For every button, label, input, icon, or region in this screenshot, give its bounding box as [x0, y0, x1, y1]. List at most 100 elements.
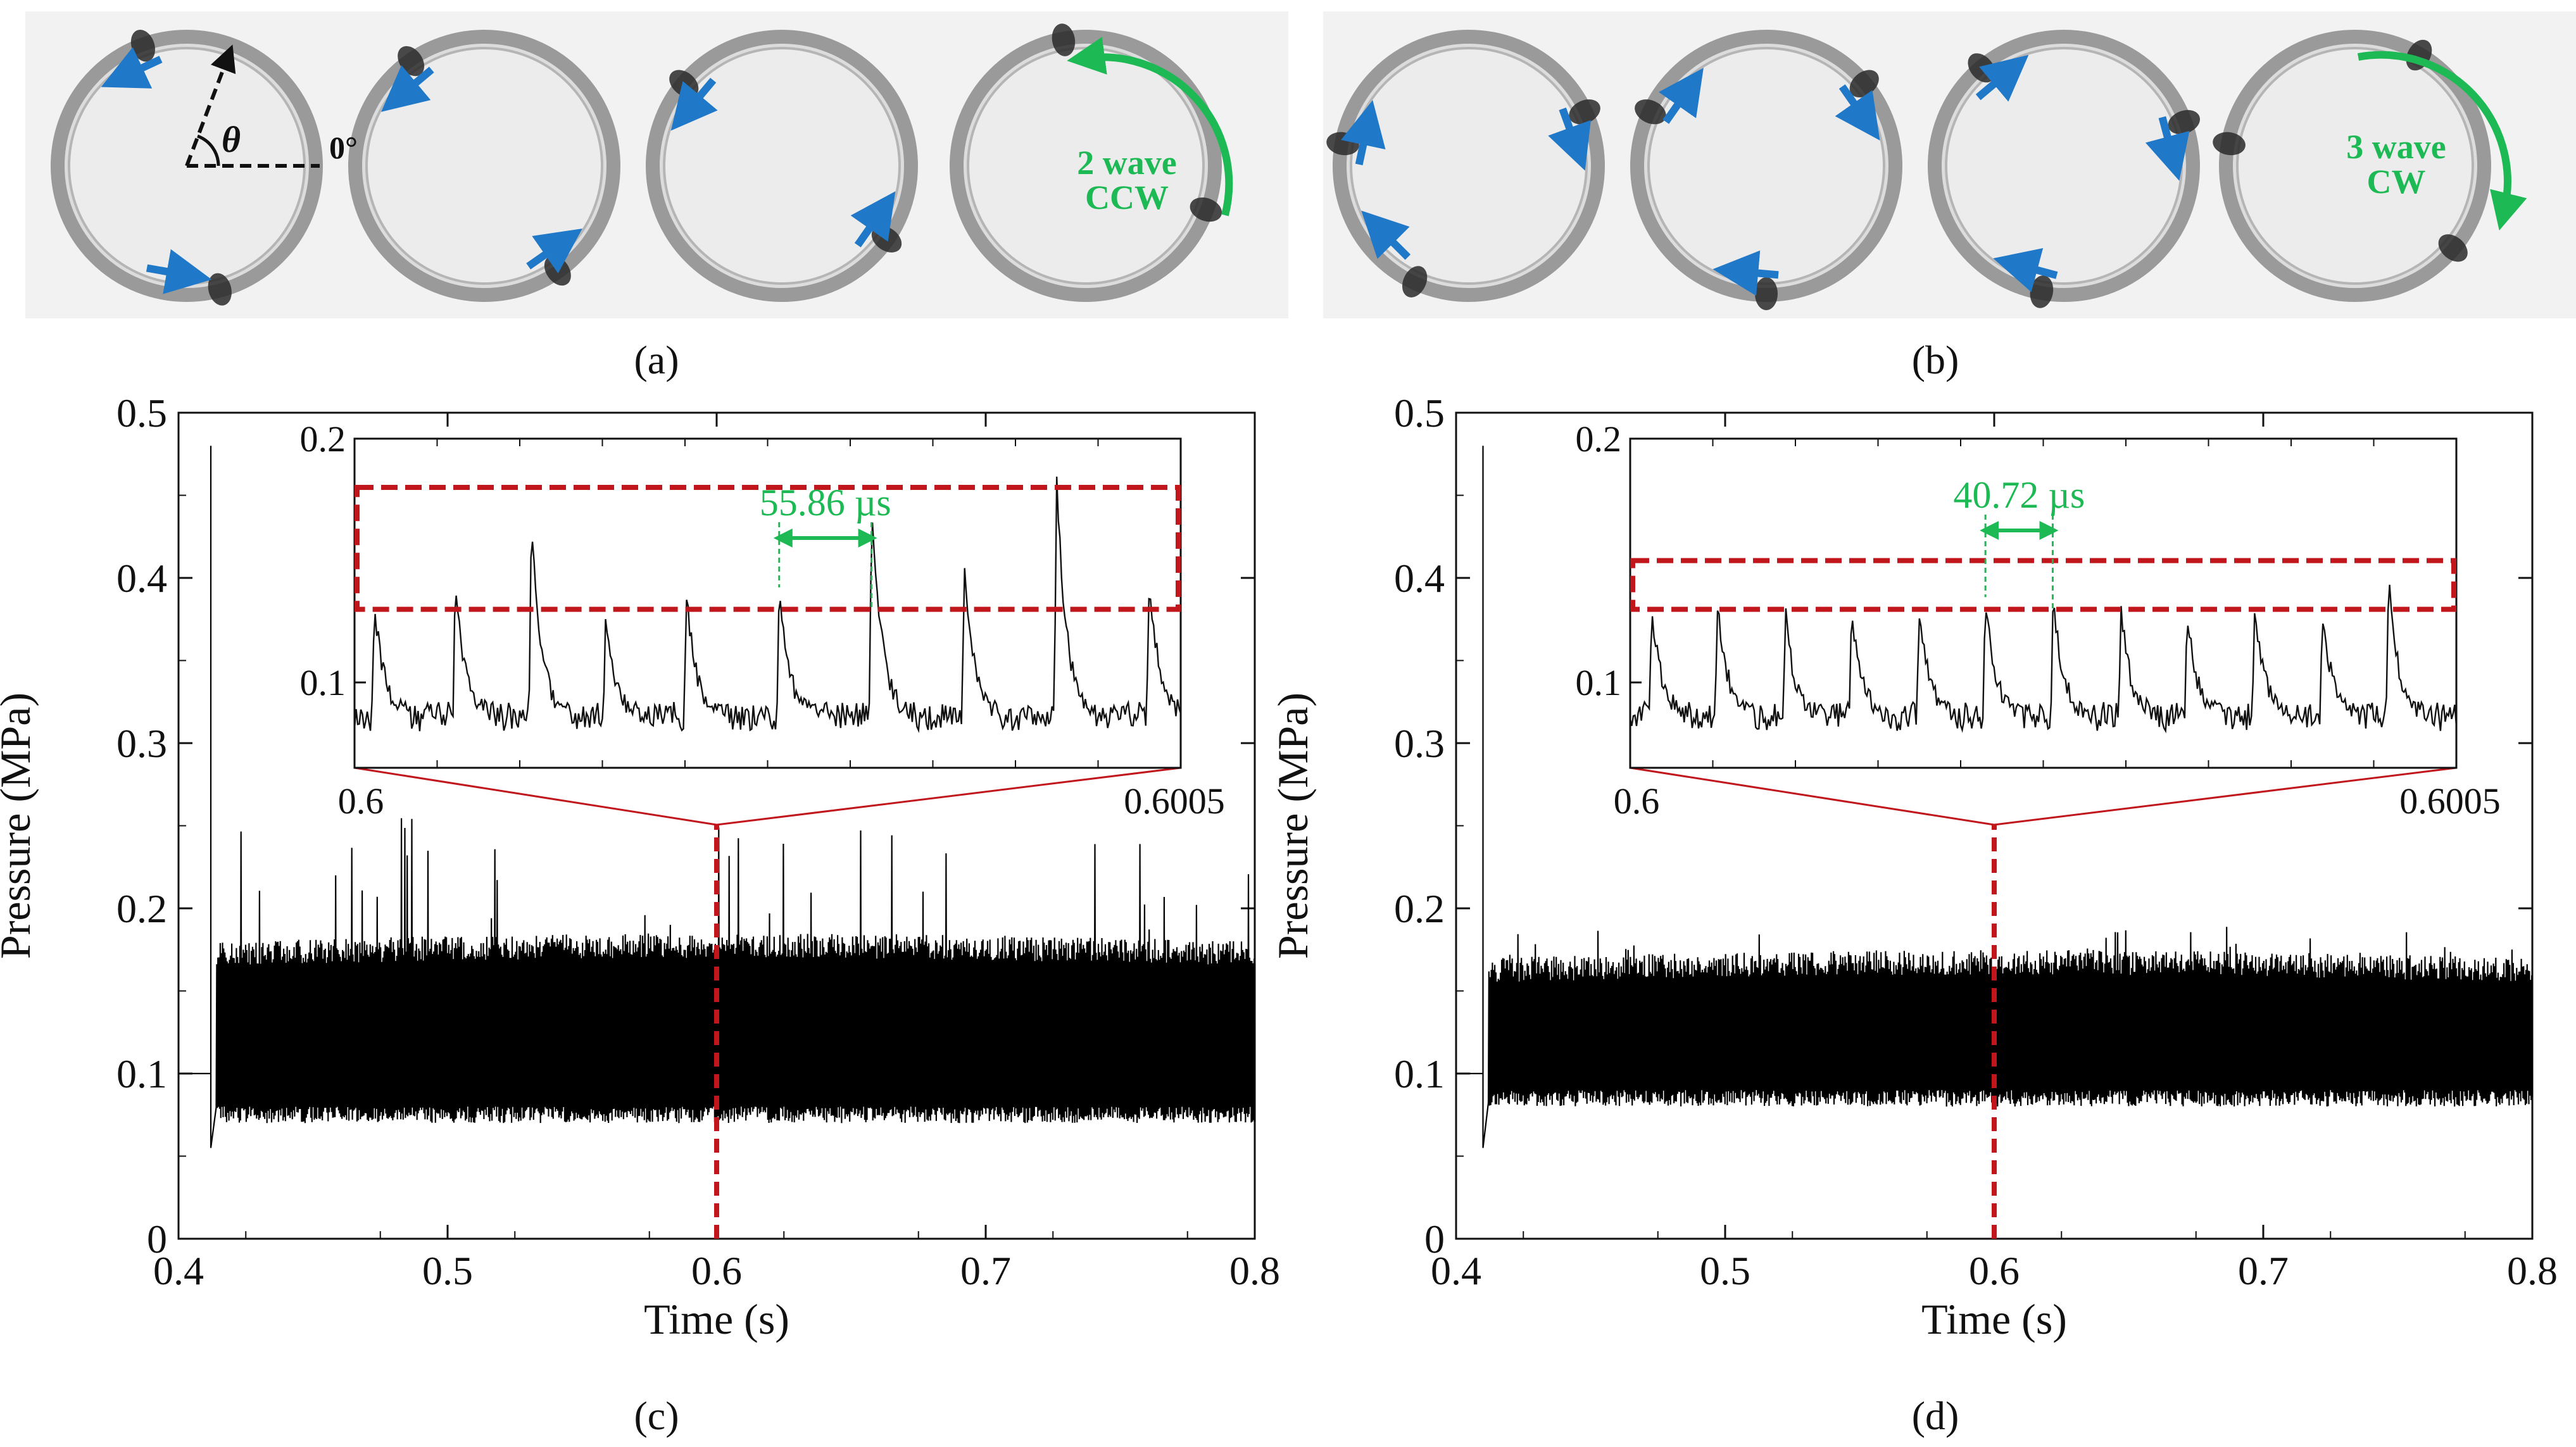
- detonation-front: [208, 273, 232, 306]
- rotation-annotation-b: 3 wave CW: [2346, 51, 2527, 231]
- x-axis-label: Time (s): [1921, 1295, 2067, 1343]
- ring-inner: [663, 47, 901, 285]
- inset-pressure-trace: [1629, 584, 2458, 734]
- inset-frame: [353, 437, 1182, 769]
- x-tick-label: 0.8: [1229, 1248, 1280, 1293]
- angle-symbol: θ: [222, 119, 241, 160]
- y-tick-label: 0.1: [116, 1051, 167, 1096]
- combustor-ring-image: [646, 30, 918, 302]
- combustor-ring-image: [2213, 30, 2491, 302]
- detonation-front: [1402, 266, 1428, 298]
- y-tick-label: 0.1: [1394, 1051, 1445, 1096]
- wave-direction-arrow: [1659, 68, 1704, 124]
- zoom-connector: [354, 767, 717, 826]
- wave-direction-arrow: [670, 77, 718, 131]
- ring-band: [2219, 30, 2491, 302]
- y-tick-label: 0.4: [116, 556, 167, 601]
- ring-inner: [1945, 47, 2183, 285]
- ring-band: [1928, 30, 2200, 302]
- x-tick-label: 0.8: [2507, 1248, 2558, 1293]
- peak-highlight-box: [355, 485, 1181, 612]
- photo-panel-a: θ 0° 2 wave CCW: [25, 11, 1288, 318]
- chart-c: 0.4 0.5 0.6 0.7 0.8 0 0.1 0.2 0.3 0.4 0.5 Time (s) P…: [0, 391, 1280, 1343]
- wave-direction-arrow: [1341, 100, 1386, 166]
- inset-y-tick-label: 0.2: [300, 418, 346, 460]
- x-tick-label: 0.4: [1431, 1248, 1481, 1293]
- combustor-ring-image: [348, 30, 620, 302]
- interval-label: 40.72 µs: [1953, 474, 2085, 516]
- ring-inner: [1647, 47, 1885, 285]
- angle-ray: [185, 44, 236, 167]
- y-tick-label: 0.3: [1394, 721, 1445, 766]
- zoom-connector: [716, 767, 1181, 826]
- y-tick-label: 0.5: [1394, 391, 1445, 435]
- zoom-connector: [1994, 767, 2457, 826]
- photo-panel-b: 3 wave CW: [1323, 11, 2576, 318]
- pressure-trace-band: [216, 991, 1255, 1103]
- y-tick-label: 0.4: [1394, 556, 1445, 601]
- y-axis-label: Pressure (MPa): [1269, 692, 1317, 959]
- panel-label-c: (c): [634, 1393, 679, 1438]
- wave-direction-arrow: [2145, 116, 2190, 181]
- inset-x-tick-label: 0.6005: [1124, 780, 1225, 822]
- inset-x-tick-label: 0.6005: [2399, 780, 2501, 822]
- detonation-front: [1755, 277, 1778, 310]
- angle-arc: [197, 134, 220, 166]
- zoom-connector: [1630, 767, 1995, 826]
- wave-direction-arrow: [1975, 54, 2029, 102]
- cw-rotation-arrow: [2357, 51, 2527, 231]
- wave-direction-arrow: [526, 229, 582, 273]
- inset-y-tick-label: 0.2: [1576, 418, 1622, 460]
- interval-label: 55.86 µs: [760, 482, 891, 523]
- wave-direction-arrow: [381, 65, 434, 112]
- detonation-front: [2168, 110, 2201, 135]
- wave-direction-arrow: [850, 191, 896, 247]
- y-tick-label: 0: [147, 1217, 167, 1262]
- panel-label-a: (a): [634, 337, 679, 382]
- x-tick-label: 0.7: [960, 1248, 1011, 1293]
- ring-band: [1333, 30, 1605, 302]
- wave-direction-arrow: [1835, 84, 1880, 141]
- inset-y-tick-label: 0.1: [1576, 662, 1622, 703]
- wave-count-label-a: 2 wave: [1077, 144, 1176, 182]
- inset-x-tick-label: 0.6: [338, 780, 384, 822]
- panel-label-d: (d): [1912, 1393, 1959, 1438]
- y-tick-label: 0: [1424, 1217, 1445, 1262]
- chart-d: 0.4 0.5 0.6 0.7 0.8 0 0.1 0.2 0.3 0.4 0.5 Time (s) P…: [1269, 391, 2558, 1343]
- combustor-ring-image: [950, 23, 1222, 302]
- ring-inner: [365, 47, 603, 285]
- wave-direction-label-b: CW: [2367, 163, 2426, 201]
- detonation-front: [1190, 197, 1222, 222]
- wave-count-label-b: 3 wave: [2346, 128, 2446, 166]
- photo-b-rings: [1326, 30, 2491, 310]
- rotation-annotation-a: 2 wave CCW: [1067, 37, 1233, 216]
- wave-direction-label-a: CCW: [1085, 179, 1169, 216]
- wave-direction-arrow: [1712, 250, 1779, 296]
- zero-degree-label: 0°: [329, 130, 358, 165]
- combustor-ring-image: [1928, 30, 2201, 308]
- inset-y-tick-label: 0.1: [300, 662, 346, 703]
- peak-highlight-box: [1630, 558, 2456, 612]
- pressure-trace-band: [1488, 1007, 2532, 1087]
- wave-direction-arrow: [101, 47, 163, 89]
- detonation-front: [2438, 234, 2468, 262]
- x-tick-label: 0.5: [1700, 1248, 1750, 1293]
- wave-direction-arrow: [1993, 247, 2058, 292]
- y-tick-label: 0.3: [116, 721, 167, 766]
- panel-label-b: (b): [1912, 337, 1959, 382]
- x-tick-label: 0.7: [2238, 1248, 2289, 1293]
- wave-direction-arrow: [146, 249, 212, 294]
- ring-band: [646, 30, 918, 302]
- x-tick-label: 0.6: [1969, 1248, 2020, 1293]
- detonation-front: [1569, 99, 1600, 125]
- angle-annotation: θ 0°: [185, 44, 358, 168]
- ring-inner: [1350, 47, 1588, 285]
- ring-inner: [2236, 47, 2474, 285]
- ring-band: [348, 30, 620, 302]
- detonation-front: [2213, 132, 2246, 156]
- x-tick-label: 0.5: [422, 1248, 473, 1293]
- x-tick-label: 0.4: [153, 1248, 204, 1293]
- y-axis-label: Pressure (MPa): [0, 692, 39, 959]
- inset-x-tick-label: 0.6: [1614, 780, 1660, 822]
